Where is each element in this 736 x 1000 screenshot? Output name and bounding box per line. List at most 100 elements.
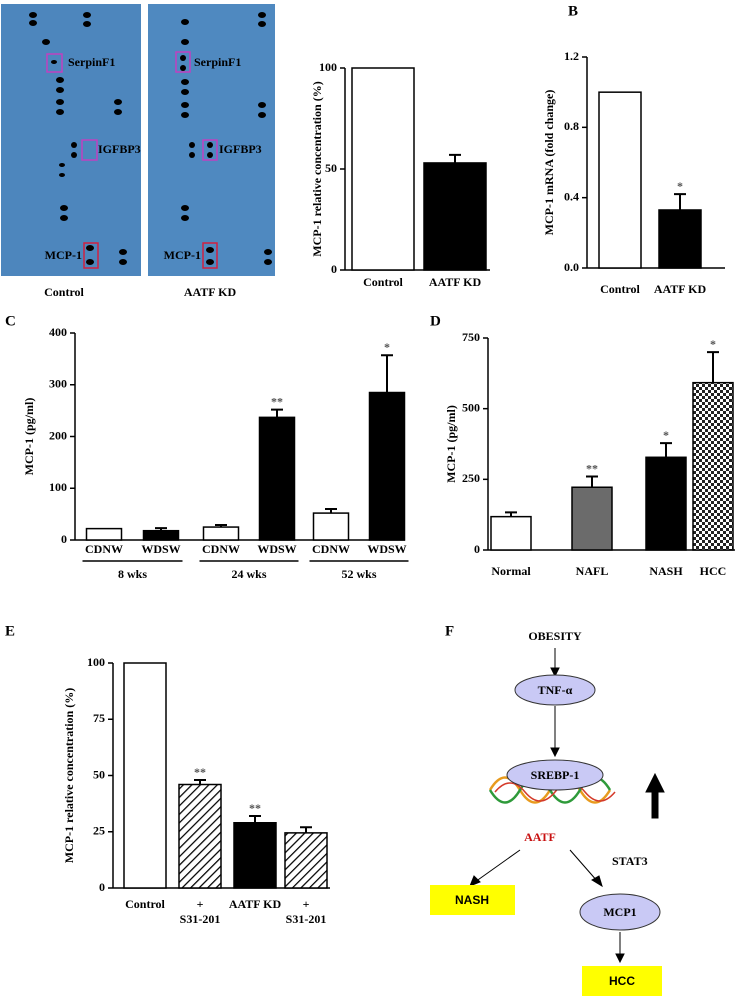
y-tick-label: 500: [462, 400, 480, 414]
error-bar: [194, 779, 206, 785]
error-bar: [674, 193, 686, 210]
y-tick-label: 750: [462, 330, 480, 344]
node: [506, 759, 604, 791]
y-tick-label: 0.0: [564, 260, 579, 274]
node: [582, 966, 662, 996]
error-bar: [271, 408, 283, 418]
y-tick-label: 0: [61, 532, 67, 546]
group-label: 52 wks: [341, 567, 376, 581]
error-bar: [505, 511, 517, 517]
blot-boxes: [46, 51, 218, 269]
y-tick-label: 0: [474, 542, 480, 556]
blot-label: MCP-1: [45, 248, 82, 262]
x-tick-label: Control: [125, 897, 165, 911]
bar: [258, 416, 296, 541]
bar: [123, 662, 167, 889]
node-label: MCP1: [603, 905, 636, 919]
panel-letter: E: [5, 623, 15, 639]
group-label: 24 wks: [231, 567, 266, 581]
blot-caption: Control: [44, 285, 84, 299]
bar: [312, 512, 350, 541]
x-tick-label: AATF KD: [654, 282, 707, 296]
y-tick-label: 100: [87, 655, 105, 669]
x-tick-label: WDSW: [367, 542, 406, 556]
bar: [571, 486, 613, 551]
y-tick-label: 100: [319, 60, 337, 74]
error-bar: [325, 507, 337, 514]
blot-dots: [29, 12, 272, 265]
y-axis-label: MCP-1 (pg/ml): [444, 405, 458, 483]
x-tick-label: Control: [600, 282, 640, 296]
x-tick-label: NASH: [649, 564, 683, 578]
y-tick-label: 200: [49, 428, 67, 442]
significance: *: [384, 340, 390, 354]
x-tick-label: CDNW: [312, 542, 350, 556]
y-tick-label: 25: [93, 824, 105, 838]
significance: *: [677, 179, 683, 193]
y-tick-label: 50: [93, 767, 105, 781]
bar: [142, 529, 180, 541]
y-tick-label: 50: [325, 161, 337, 175]
y-tick-label: 300: [49, 377, 67, 391]
bar: [178, 783, 222, 889]
group-label: 8 wks: [118, 567, 147, 581]
bar: [658, 209, 702, 269]
error-bar: [449, 153, 461, 163]
x-tick-label: NAFL: [576, 564, 609, 578]
node: [514, 674, 596, 706]
bar: [692, 381, 734, 551]
bar: [202, 526, 240, 541]
significance: *: [710, 337, 716, 351]
y-tick-label: 0: [331, 262, 337, 276]
node-label: NASH: [455, 893, 489, 907]
blot-image: [1, 4, 141, 276]
blot-label: IGFBP3: [98, 142, 141, 156]
error-bar: [660, 442, 672, 458]
panel-letter: F: [445, 623, 454, 639]
x-tick-label: +: [303, 897, 310, 911]
edge-label: STAT3: [612, 854, 648, 868]
blot-label: SerpinF1: [194, 55, 241, 69]
bar: [233, 822, 277, 889]
x-tick-label: S31-201: [180, 912, 221, 926]
y-axis-label: MCP-1 relative concentration (%): [62, 688, 76, 863]
significance: *: [663, 428, 669, 442]
panel-letter: B: [568, 3, 578, 19]
x-tick-label: CDNW: [85, 542, 123, 556]
error-bar: [215, 523, 227, 528]
x-tick-label: Control: [363, 275, 403, 289]
x-tick-label: WDSW: [141, 542, 180, 556]
blots: A SerpinF1 IGFBP3 MCP-1 SerpinF1 IGFBP3 …: [1, 1, 275, 299]
x-tick-label: AATF KD: [429, 275, 482, 289]
significance: **: [586, 461, 598, 475]
arrows: [469, 648, 665, 964]
node-label: AATF: [524, 830, 556, 844]
y-axis-label: MCP-1 relative concentration (%): [310, 81, 324, 256]
panel-letter: D: [430, 313, 441, 329]
bar: [645, 456, 687, 551]
significance: **: [249, 801, 261, 815]
error-bar: [586, 475, 598, 488]
error-bar: [155, 527, 167, 531]
x-tick-label: AATF KD: [229, 897, 282, 911]
node-label: OBESITY: [528, 629, 582, 643]
y-tick-label: 1.2: [564, 49, 579, 63]
bar: [284, 832, 328, 889]
node-label: SREBP-1: [531, 768, 580, 782]
blot-label: SerpinF1: [68, 55, 115, 69]
x-tick-label: S31-201: [286, 912, 327, 926]
y-axis-label: MCP-1 mRNA (fold change): [542, 90, 556, 236]
node: [430, 885, 515, 915]
error-bar: [707, 351, 719, 383]
y-tick-label: 400: [49, 325, 67, 339]
bar: [423, 162, 487, 271]
significance: **: [271, 394, 283, 408]
panel-letter: C: [5, 313, 16, 329]
y-tick-label: 100: [49, 480, 67, 494]
node-label: HCC: [609, 974, 635, 988]
bar: [351, 67, 415, 271]
blot-caption: AATF KD: [184, 285, 237, 299]
x-tick-label: +: [197, 897, 204, 911]
x-tick-label: Normal: [491, 564, 531, 578]
